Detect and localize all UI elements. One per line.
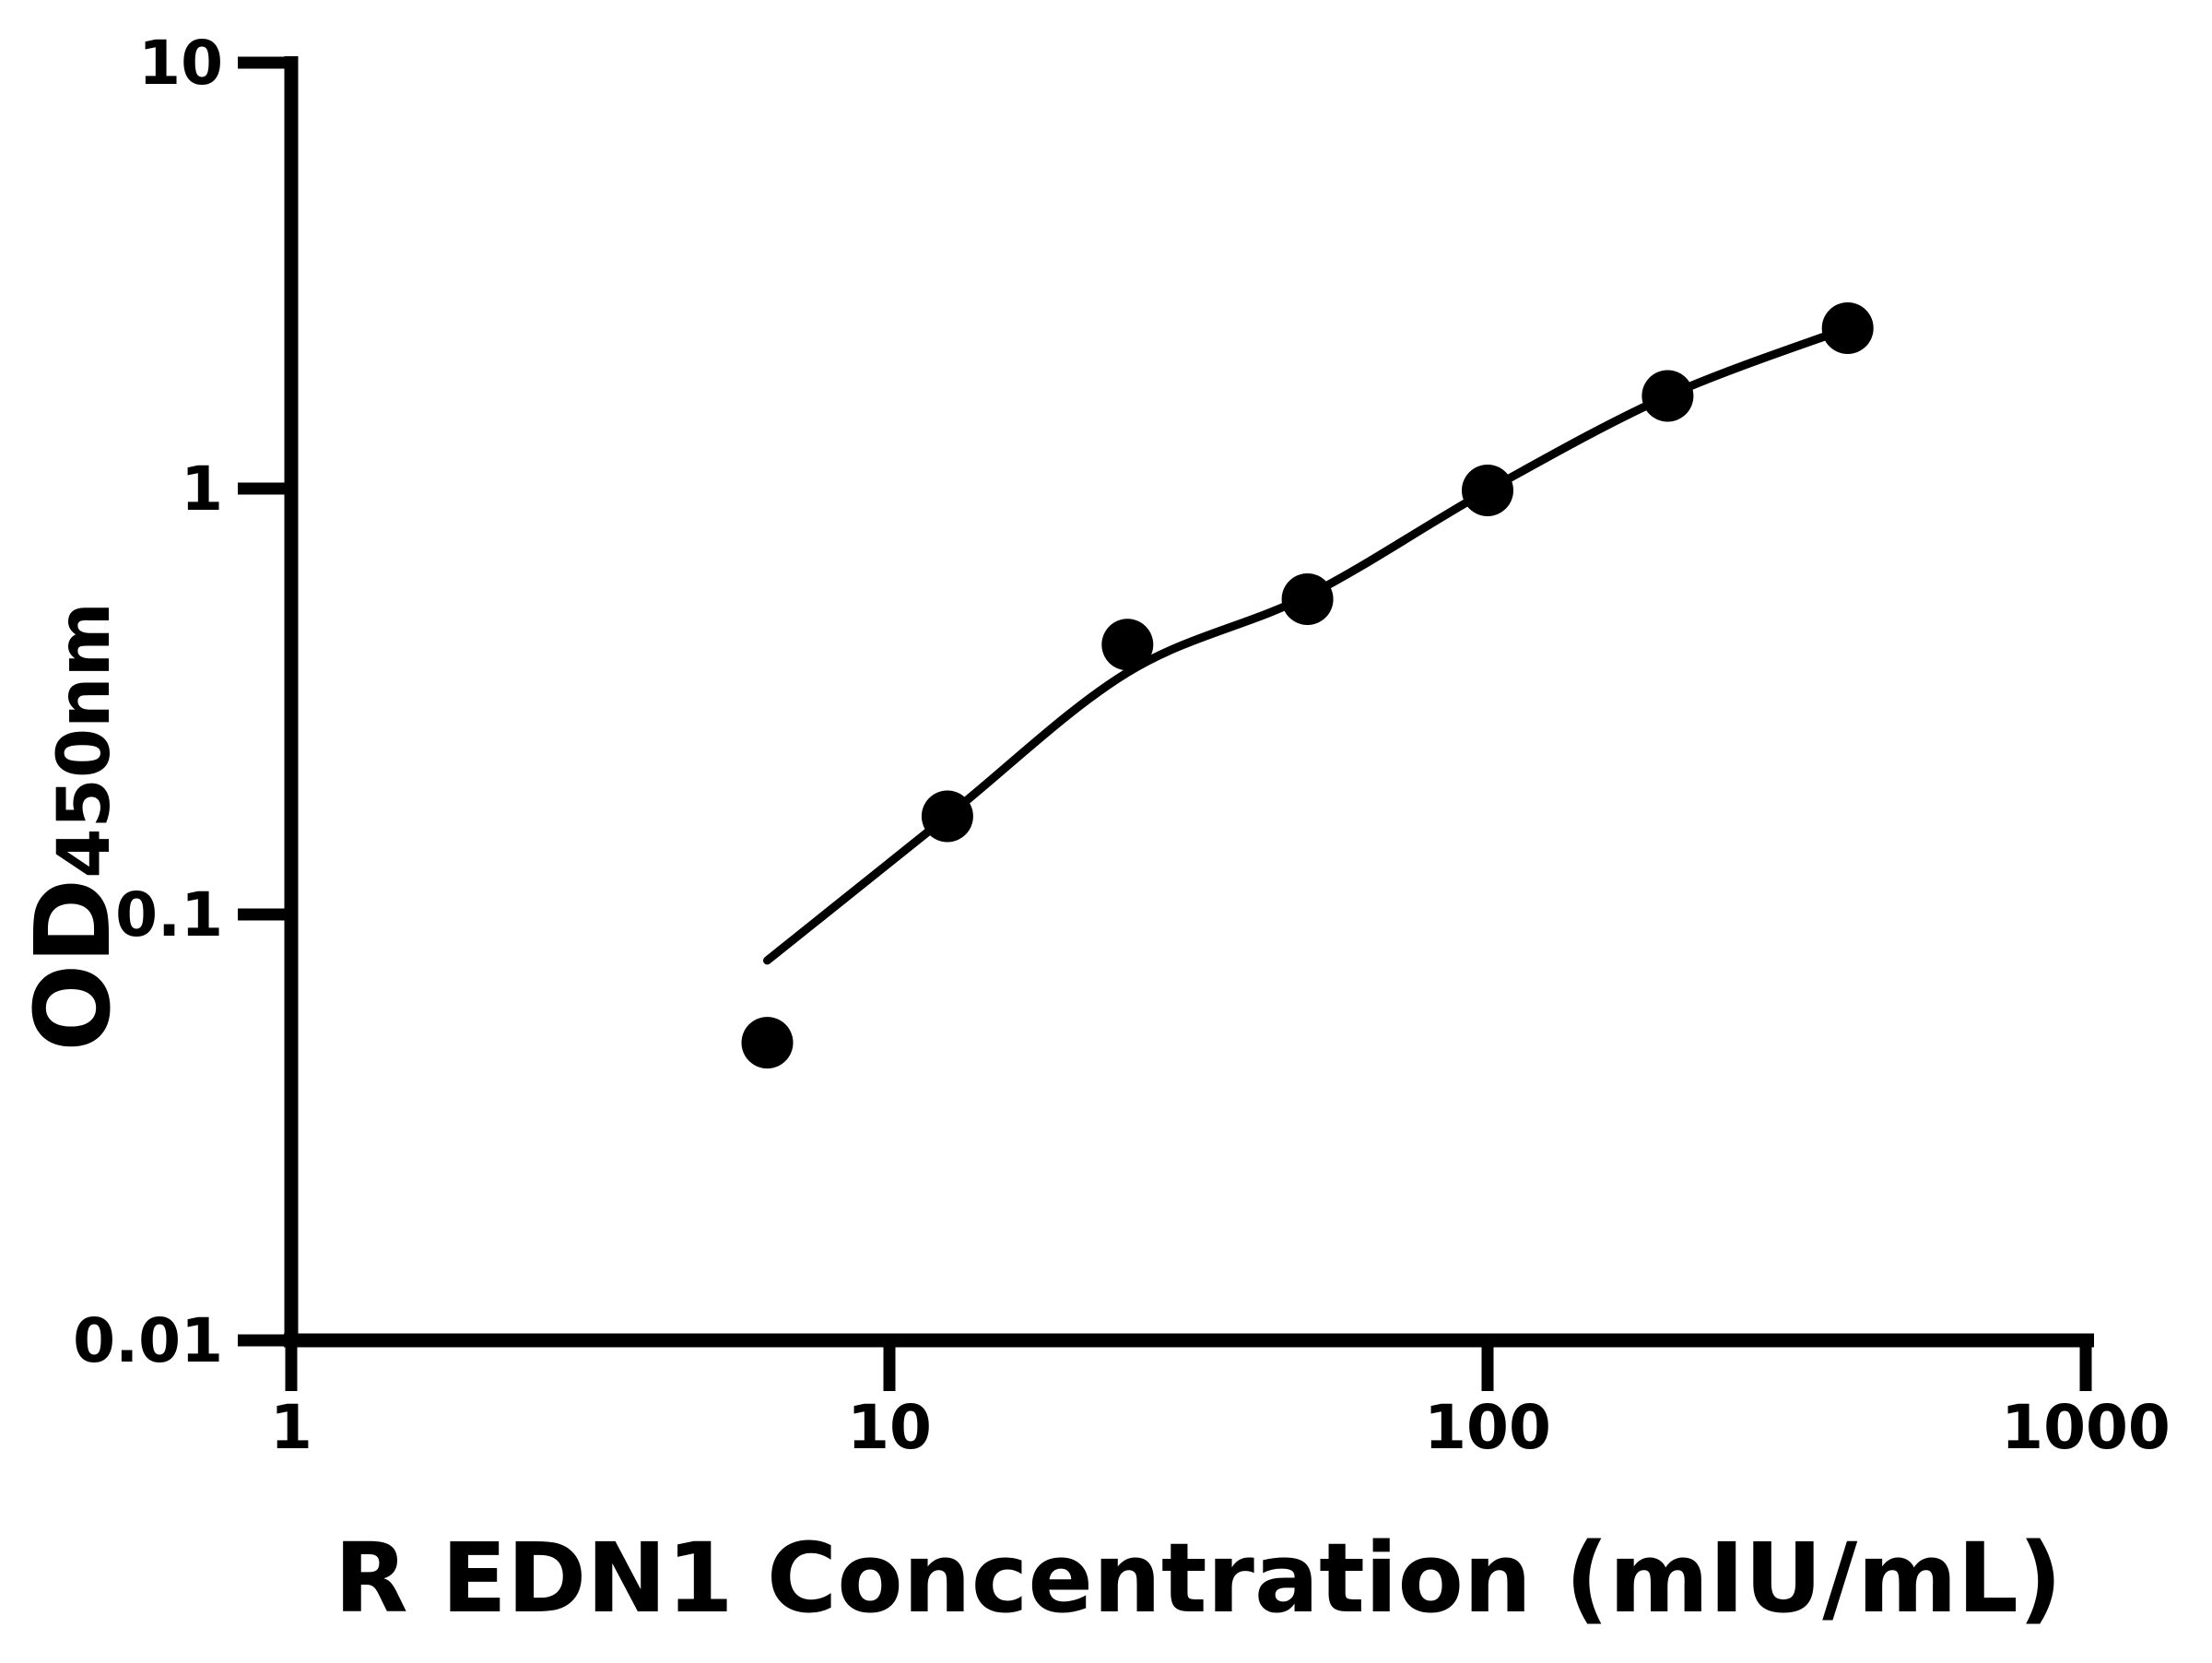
data-points xyxy=(741,302,1874,1069)
x-axis-title: R EDN1 Concentration (mIU/mL) xyxy=(335,1522,2063,1634)
data-point xyxy=(1821,302,1874,354)
data-point xyxy=(1101,619,1154,671)
y-axis-tick-labels: 10 1 0.1 0.01 xyxy=(73,28,223,1376)
y-tick-label: 1 xyxy=(181,454,223,525)
y-axis-title-main: OD xyxy=(14,879,134,1052)
y-axis-title: OD450nm xyxy=(14,602,134,1052)
data-point xyxy=(1462,465,1513,516)
x-axis-ticks xyxy=(285,1340,2092,1391)
data-point xyxy=(921,790,973,843)
y-tick-label: 0.01 xyxy=(73,1305,223,1376)
y-axis-title-subscript: 450nm xyxy=(43,602,126,879)
x-tick-label: 1000 xyxy=(2001,1392,2171,1463)
fit-curve-line xyxy=(763,324,1853,965)
axes xyxy=(284,56,2094,1348)
y-tick-label: 10 xyxy=(138,28,223,99)
x-tick-label: 10 xyxy=(847,1392,932,1463)
x-tick-label: 100 xyxy=(1424,1392,1551,1463)
y-axis-ticks xyxy=(238,56,291,1347)
data-point xyxy=(1281,573,1334,625)
x-axis-tick-labels: 1 10 100 1000 xyxy=(270,1392,2171,1463)
data-point xyxy=(1641,370,1694,422)
y-tick-label: 0.1 xyxy=(115,879,223,950)
x-tick-label: 1 xyxy=(270,1392,312,1463)
data-point xyxy=(741,1017,794,1069)
